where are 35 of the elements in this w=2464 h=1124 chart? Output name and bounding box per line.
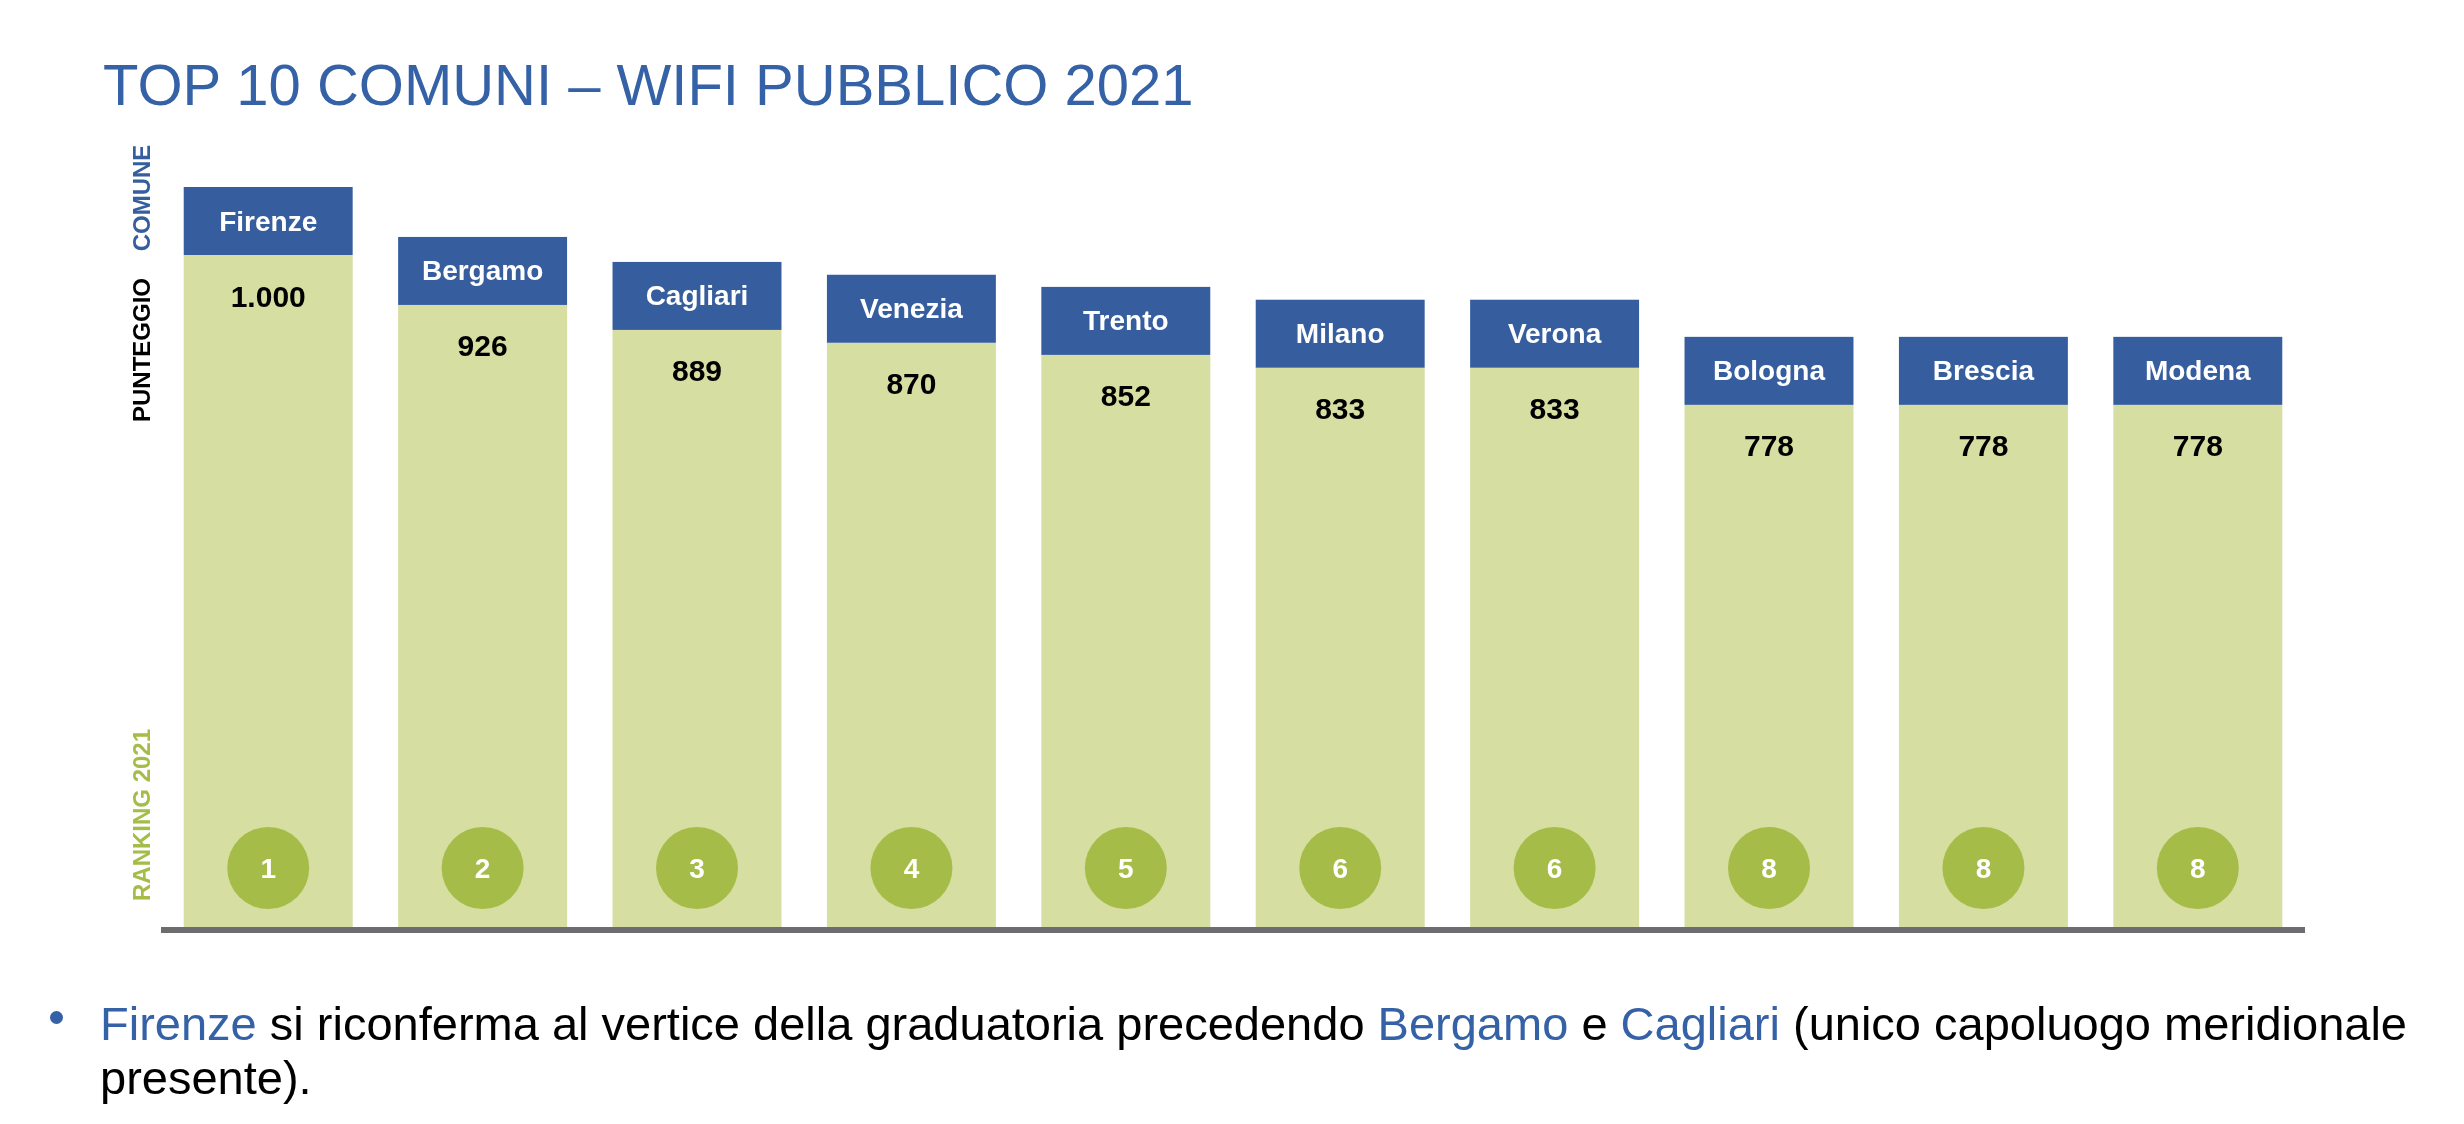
- text: Firenze si riconferma al vertice della graduatoria precedendo Bergamo e Cagliari (unico capoluogo meridionale presente).: [100, 997, 2408, 1104]
- annotation: 8: [1975, 852, 1992, 884]
- annotation: 4: [903, 852, 920, 884]
- data-label: 1.000: [230, 279, 306, 313]
- text: RANKING 2021: [128, 728, 156, 902]
- x-tick-label: Cagliari: [645, 280, 749, 312]
- annotation: 8: [2190, 852, 2206, 884]
- data-label: 926: [457, 329, 508, 363]
- x-tick-label: Bergamo: [421, 255, 544, 287]
- data-label: 778: [1958, 429, 2009, 463]
- annotation: 6: [1546, 852, 1563, 884]
- annotation: 3: [689, 852, 705, 884]
- annotation: 6: [1332, 852, 1349, 884]
- x-tick-label: Trento: [1083, 305, 1169, 337]
- text: COMUNE: [128, 144, 156, 252]
- data-label: 833: [1315, 392, 1366, 426]
- data-label: 852: [1100, 379, 1151, 413]
- data-label: 778: [1744, 429, 1795, 463]
- data-label: 778: [2172, 429, 2223, 463]
- x-tick-label: Firenze: [219, 205, 318, 237]
- chart-title: TOP 10 COMUNI – WIFI PUBBLICO 2021: [103, 52, 1194, 117]
- annotation: 8: [1761, 852, 1777, 884]
- x-tick-label: Bologna: [1713, 355, 1826, 387]
- y-axis-title: PUNTEGGIO: [128, 277, 156, 423]
- annotation: 2: [474, 852, 491, 884]
- x-tick-label: Modena: [2144, 355, 2252, 387]
- data-label: 833: [1529, 392, 1580, 426]
- x-tick-label: Verona: [1507, 318, 1602, 350]
- annotation: 5: [1118, 852, 1134, 884]
- data-label: 870: [886, 367, 937, 401]
- annotation: 1: [260, 852, 277, 884]
- x-tick-label: Venezia: [860, 293, 964, 325]
- x-tick-label: Milano: [1295, 318, 1385, 350]
- data-label: 889: [672, 354, 723, 388]
- x-tick-label: Brescia: [1932, 355, 2035, 387]
